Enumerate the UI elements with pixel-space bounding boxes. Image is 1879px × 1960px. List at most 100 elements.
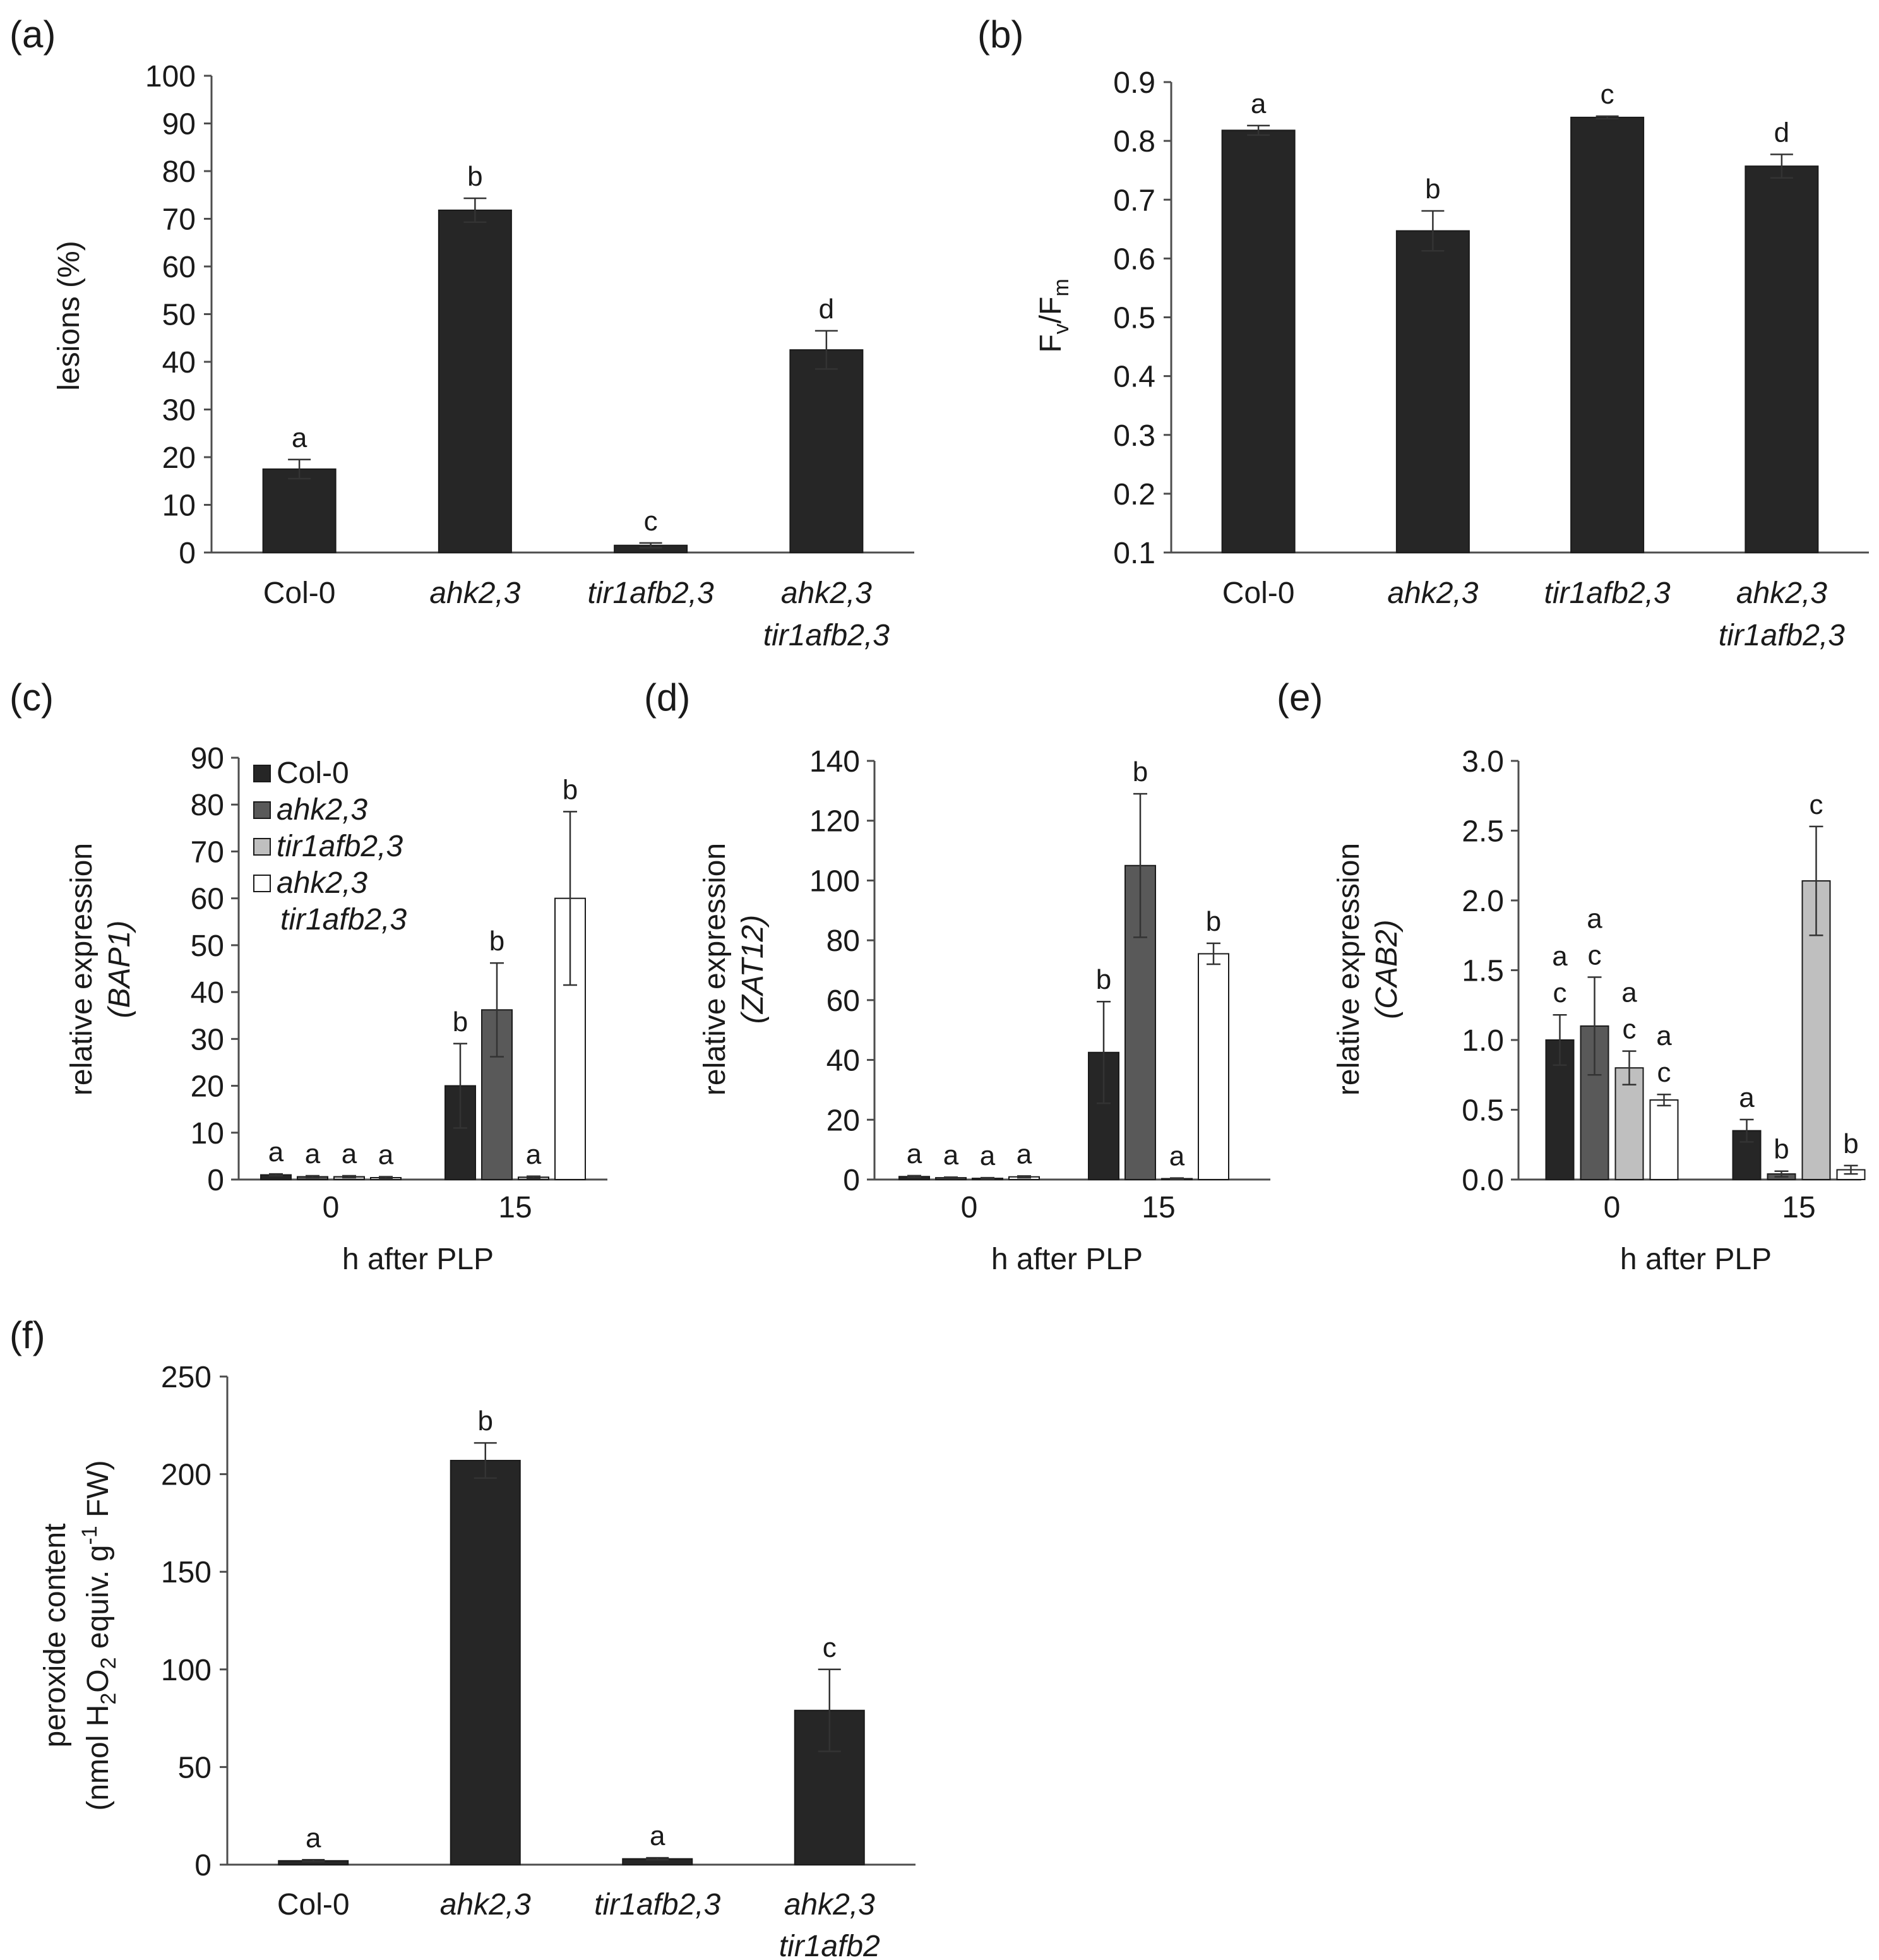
y-axis-label-part: equiv. g [81,1545,115,1658]
y-tick-label: 0 [179,537,196,570]
y-tick-label: 0.2 [1113,478,1155,511]
y-axis-label: lesions (%) [52,241,86,390]
panel-label: (c) [9,676,54,719]
y-axis-label-part: FW) [81,1460,115,1526]
category-label: 0 [1604,1191,1621,1224]
category-label: ahk2,3 [1387,577,1478,610]
y-tick-label: 0 [194,1849,212,1882]
y-tick-label: 80 [826,924,860,958]
significance-letter: a [1169,1141,1185,1172]
significance-letter: c [1623,1014,1637,1045]
y-tick-label: 140 [809,745,860,779]
y-tick-label: 0.5 [1113,302,1155,335]
significance-letter: a [1621,977,1637,1008]
legend-label: ahk2,3 [277,793,367,827]
panel-label: (d) [644,676,690,719]
significance-letter: a [1552,941,1568,972]
category-label: Col-0 [277,1888,350,1921]
y-axis-label-line1: peroxide content [39,1524,72,1748]
y-tick-label: 0 [843,1164,860,1197]
significance-letter: a [1739,1082,1755,1113]
y-tick-label: 80 [162,155,196,189]
y-tick-label: 1.0 [1462,1024,1504,1058]
y-axis-label-line1: relative expression [1332,843,1366,1096]
bar [1614,1067,1644,1180]
category-label: ahk2,3 [784,1888,875,1921]
significance-letter: a [1656,1020,1672,1051]
y-axis-label: Fv/Fm [1034,278,1073,352]
x-axis-label: h after PLP [991,1243,1143,1276]
significance-letter: b [1843,1128,1858,1159]
y-tick-label: 0.9 [1113,66,1155,100]
y-axis-label-superscript: -1 [78,1526,102,1545]
legend-swatch [253,838,271,856]
y-axis-label-line2: (CAB2) [1370,919,1404,1019]
significance-letter: c [1810,789,1823,820]
significance-letter: a [1251,88,1267,119]
y-tick-label: 100 [145,60,196,93]
significance-letter: a [650,1820,665,1851]
y-tick-label: 0 [207,1164,224,1197]
panel-label: (a) [9,13,56,56]
category-label: ahk2,3 [1736,577,1827,610]
y-axis-label-line1: relative expression [698,843,732,1096]
y-tick-label: 20 [162,441,196,475]
y-tick-label: 10 [162,489,196,523]
chart-panel-b: (b) 0.1 0.2 0.3 0.4 0.5 0.6 0.7 0.8 0.9 a Col-0 b ahk… [977,13,1869,652]
significance-letter: d [819,294,834,325]
y-tick-label: 90 [191,742,224,775]
significance-letter: c [1601,79,1614,110]
significance-letter: a [1587,904,1602,935]
y-tick-label: 40 [162,346,196,379]
legend-label: tir1afb2,3 [277,830,403,863]
significance-letter: c [823,1632,837,1663]
y-tick-label: 90 [162,108,196,141]
significance-letter: a [378,1140,394,1171]
category-label: tir1afb2 [779,1930,880,1960]
y-tick-label: 30 [191,1023,224,1056]
y-tick-label: 60 [191,883,224,916]
y-tick-label: 3.0 [1462,745,1504,779]
x-axis-label: h after PLP [1620,1243,1772,1276]
y-tick-label: 20 [191,1070,224,1104]
y-axis-label-subscript: m [1049,278,1073,296]
y-tick-label: 60 [826,984,860,1018]
y-tick-label: 0.3 [1113,419,1155,453]
significance-letter: c [1588,940,1602,971]
significance-letter: a [342,1138,357,1169]
y-axis-label-part: /F [1034,297,1068,324]
y-tick-label: 2.0 [1462,885,1504,918]
bar [1570,116,1645,553]
category-label: ahk2,3 [781,577,872,610]
y-tick-label: 40 [826,1044,860,1078]
y-axis-label-part: O [81,1669,115,1692]
y-tick-label: 0.8 [1113,125,1155,158]
y-tick-label: 70 [191,835,224,869]
panel-label: (b) [977,13,1023,56]
significance-letter: b [1774,1134,1789,1165]
y-tick-label: 0.7 [1113,184,1155,217]
y-tick-label: 40 [191,976,224,1010]
y-tick-label: 70 [162,203,196,237]
significance-letter: a [1017,1138,1032,1169]
y-axis-label-line1: relative expression [65,843,98,1096]
significance-letter: a [268,1137,284,1168]
legend-swatch [253,765,271,782]
significance-letter: a [292,422,307,453]
category-label: tir1afb2,3 [588,577,714,610]
significance-letter: a [907,1138,922,1169]
bar [1198,953,1229,1181]
significance-letter: d [1774,117,1789,148]
y-tick-label: 0.4 [1113,361,1155,394]
significance-letter: b [563,774,578,805]
bar [262,468,337,553]
y-tick-label: 0.1 [1113,537,1155,570]
category-label: ahk2,3 [429,577,520,610]
chart-panel-a: (a) 0 10 20 30 40 50 60 70 80 90 100 a Col-0 b ahk2,3 c t… [9,13,914,652]
y-tick-label: 120 [809,805,860,839]
bar [450,1459,521,1866]
panel-label: (e) [1277,676,1323,719]
y-tick-label: 0.5 [1462,1094,1504,1128]
